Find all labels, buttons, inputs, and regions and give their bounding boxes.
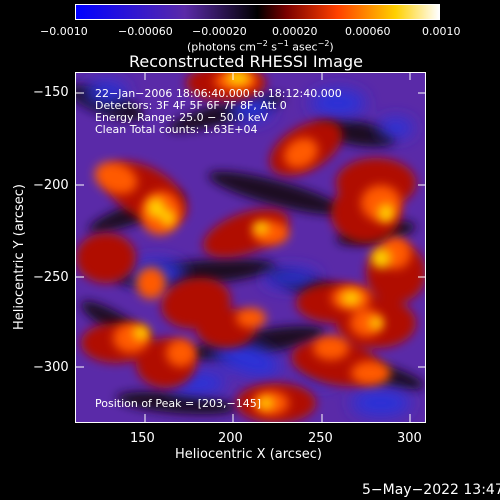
dark-ridge-12 — [116, 391, 236, 415]
negative-blob-4 — [378, 118, 414, 138]
positive-blob-mid-8 — [136, 267, 166, 299]
info-line-2: Detectors: 3F 4F 5F 6F 7F 8F, Att 0 — [95, 99, 287, 112]
negative-blob-6 — [263, 268, 319, 288]
positive-blob-high-2 — [147, 198, 165, 218]
positive-blob-low-7 — [203, 208, 289, 258]
dark-ridge-5 — [208, 171, 344, 215]
y-tick-label-4: −300 — [33, 360, 69, 375]
positive-blob-mid-14 — [236, 308, 266, 328]
negative-blob-10 — [351, 389, 411, 417]
colorbar-units: (photons cm−2 s−1 asec−2) — [187, 39, 334, 54]
positive-blob-high-10 — [258, 397, 274, 409]
positive-blob-high-8 — [133, 326, 149, 340]
positive-blob-mid-16 — [313, 336, 349, 360]
peak-position-label: Position of Peak = [203,−145] — [95, 397, 262, 410]
positive-blob-high-1 — [226, 73, 250, 85]
colorbar-tick-3: −0.00020 — [192, 25, 247, 38]
positive-blob-mid-13 — [350, 309, 382, 337]
positive-blob-low-6 — [76, 233, 136, 283]
positive-blob-mid-12 — [351, 361, 391, 385]
positive-blob-mid-3 — [283, 137, 319, 169]
positive-blob-high-7 — [253, 222, 269, 234]
positive-blob-mid-2 — [94, 162, 138, 194]
negative-blob-7 — [211, 338, 281, 378]
colorbar-tick-6: 0.0010 — [422, 25, 461, 38]
y-tick-label-1: −150 — [33, 85, 69, 100]
positive-blob-high-5 — [371, 248, 391, 268]
colorbar-tick-2: −0.00060 — [118, 25, 173, 38]
rhessi-image — [76, 73, 425, 422]
positive-blob-high-4 — [378, 204, 394, 222]
negative-blob-2 — [229, 94, 273, 122]
x-tick-label-4: 300 — [397, 431, 422, 446]
info-line-1: 22−Jan−2006 18:06:40.000 to 18:12:40.000 — [95, 87, 342, 100]
plot-frame — [75, 72, 426, 423]
info-line-4: Clean Total counts: 1.63E+04 — [95, 123, 258, 136]
positive-blob-high-9 — [369, 317, 383, 329]
info-line-3: Energy Range: 25.0 − 50.0 keV — [95, 111, 269, 124]
colorbar-tick-4: 0.00020 — [272, 25, 318, 38]
negative-blob-3 — [310, 89, 366, 117]
y-tick-label-3: −250 — [33, 270, 69, 285]
x-axis-label: Heliocentric X (arcsec) — [175, 447, 322, 462]
plot-title: Reconstructed RHESSI Image — [129, 52, 363, 71]
x-tick-label-2: 200 — [218, 431, 243, 446]
colorbar-tick-5: 0.00060 — [345, 25, 391, 38]
timestamp: 5−May−2022 13:47 — [362, 482, 500, 498]
positive-blob-mid-11 — [166, 339, 196, 367]
colorbar — [75, 4, 440, 20]
colorbar-tick-1: −0.0010 — [40, 25, 88, 38]
positive-blob-high-3 — [161, 210, 175, 226]
negative-blob-1 — [84, 81, 128, 105]
x-tick-label-3: 250 — [308, 431, 333, 446]
x-tick-label-1: 150 — [130, 431, 155, 446]
y-tick-label-2: −200 — [33, 178, 69, 193]
positive-blob-high-6 — [341, 291, 361, 305]
